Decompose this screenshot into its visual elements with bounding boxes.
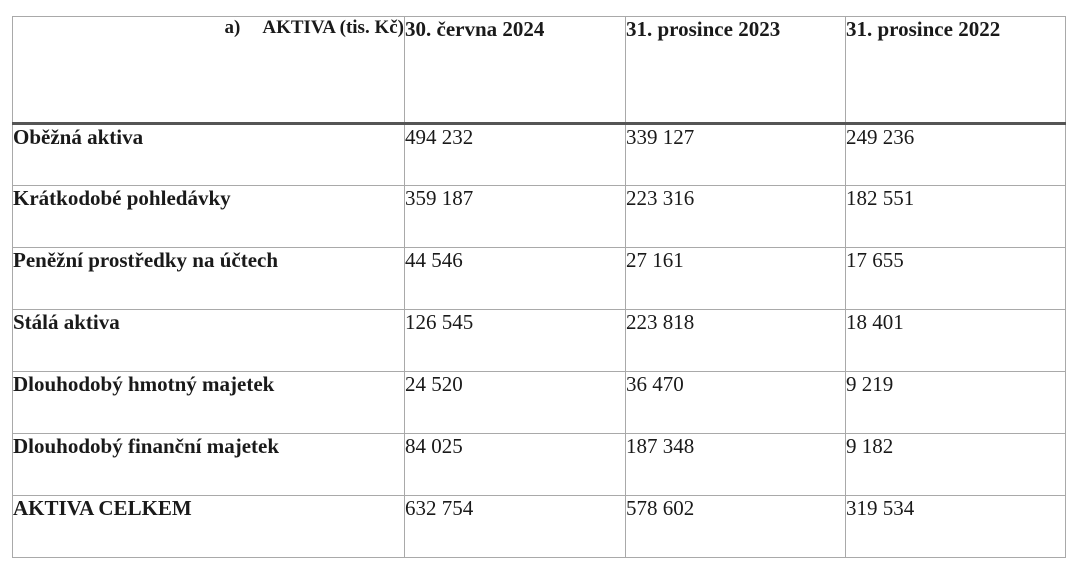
column-header-2022-12: 31. prosince 2022 [845, 16, 1066, 125]
table-row-total: AKTIVA CELKEM 632 754 578 602 319 534 [12, 495, 1066, 558]
table-cell: 578 602 [625, 495, 846, 558]
table-cell: 24 520 [404, 371, 626, 434]
table-cell: 187 348 [625, 433, 846, 496]
table-header-row: a) AKTIVA (tis. Kč) 30. června 2024 31. p… [12, 16, 1066, 125]
table-cell: 182 551 [845, 185, 1066, 248]
table-cell: 223 316 [625, 185, 846, 248]
table-caption-cell: a) AKTIVA (tis. Kč) [12, 16, 405, 125]
table-cell: 17 655 [845, 247, 1066, 310]
table-cell: 319 534 [845, 495, 1066, 558]
table-cell: 359 187 [404, 185, 626, 248]
row-label-total: AKTIVA CELKEM [12, 495, 405, 558]
table-cell: 9 219 [845, 371, 1066, 434]
table-row: Oběžná aktiva 494 232 339 127 249 236 [12, 123, 1066, 186]
row-label: Dlouhodobý hmotný majetek [12, 371, 405, 434]
row-label: Krátkodobé pohledávky [12, 185, 405, 248]
table-cell: 84 025 [404, 433, 626, 496]
row-label: Oběžná aktiva [12, 123, 405, 186]
table-cell: 632 754 [404, 495, 626, 558]
table-cell: 27 161 [625, 247, 846, 310]
table-row: Krátkodobé pohledávky 359 187 223 316 18… [12, 185, 1066, 248]
section-prefix: a) [224, 17, 241, 38]
table-cell: 249 236 [845, 123, 1066, 186]
table-row: Dlouhodobý hmotný majetek 24 520 36 470 … [12, 371, 1066, 434]
column-header-2024-06: 30. června 2024 [404, 16, 626, 125]
table-cell: 18 401 [845, 309, 1066, 372]
table-row: Peněžní prostředky na účtech 44 546 27 1… [12, 247, 1066, 310]
table-cell: 126 545 [404, 309, 626, 372]
table-row: Stálá aktiva 126 545 223 818 18 401 [12, 309, 1066, 372]
table-row: Dlouhodobý finanční majetek 84 025 187 3… [12, 433, 1066, 496]
section-label: AKTIVA (tis. Kč) [262, 17, 404, 38]
table-cell: 223 818 [625, 309, 846, 372]
table-cell: 9 182 [845, 433, 1066, 496]
row-label: Peněžní prostředky na účtech [12, 247, 405, 310]
row-label: Dlouhodobý finanční majetek [12, 433, 405, 496]
assets-table: a) AKTIVA (tis. Kč) 30. června 2024 31. p… [12, 16, 1066, 558]
table-cell: 36 470 [625, 371, 846, 434]
table-cell: 339 127 [625, 123, 846, 186]
table-cell: 44 546 [404, 247, 626, 310]
table-cell: 494 232 [404, 123, 626, 186]
column-header-2023-12: 31. prosince 2023 [625, 16, 846, 125]
row-label: Stálá aktiva [12, 309, 405, 372]
